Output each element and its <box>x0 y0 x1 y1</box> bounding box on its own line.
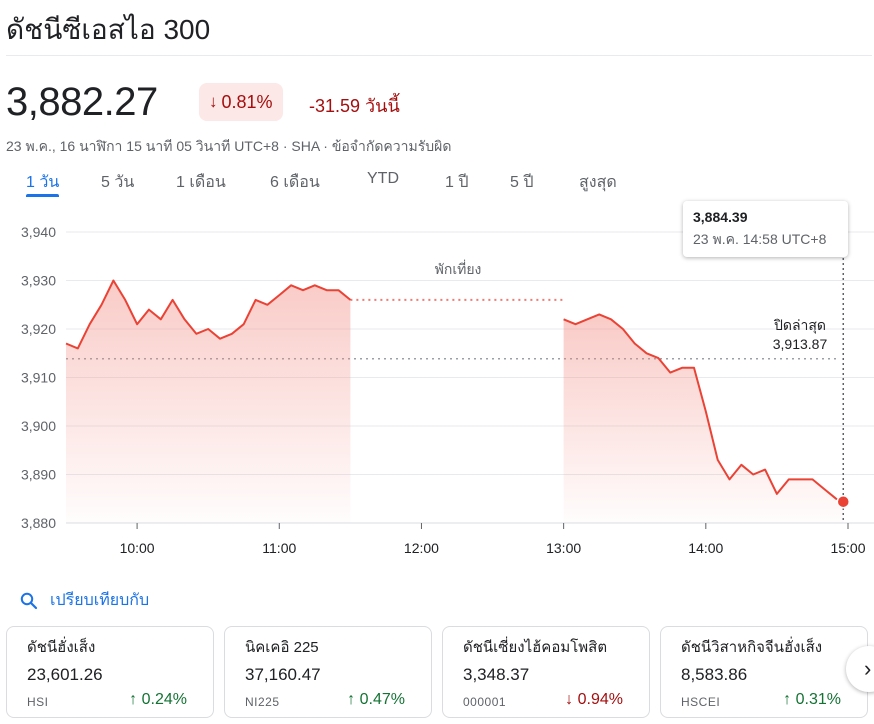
change-percent: 0.81% <box>221 91 273 112</box>
index-card[interactable]: ดัชนีวิสาหกิจจีนฮั่งเส็ง 8,583.86 HSCEI … <box>660 626 868 718</box>
x-tick-label: 12:00 <box>404 540 439 556</box>
index-card[interactable]: ดัชนีฮั่งเส็ง 23,601.26 HSI ↑ 0.24% <box>6 626 214 718</box>
y-axis-labels: 3,940 3,930 3,920 3,910 3,900 3,890 3,880 <box>21 224 56 531</box>
afternoon-area <box>563 314 844 523</box>
index-value: 3,348.37 <box>463 665 530 684</box>
index-ticker: 000001 <box>463 695 507 709</box>
index-value: 23,601.26 <box>27 665 103 684</box>
y-tick-label: 3,920 <box>21 321 56 337</box>
arrow-down-icon: ↓ <box>209 92 218 111</box>
page-title: ดัชนีซีเอสไอ 300 <box>6 14 211 45</box>
arrow-up-icon: ↑ <box>347 691 356 708</box>
index-change: ↓ 0.94% <box>565 691 623 709</box>
y-tick-label: 3,930 <box>21 273 56 289</box>
afternoon-line <box>563 313 844 503</box>
tooltip-value: 3,884.39 <box>693 209 748 225</box>
y-tick-label: 3,910 <box>21 370 56 386</box>
index-change-value: 0.24% <box>141 691 187 708</box>
prev-close-value: 3,913.87 <box>773 336 828 352</box>
index-change: ↑ 0.31% <box>783 691 841 709</box>
tab-5y[interactable]: 5 ปี <box>510 174 534 191</box>
tab-1y[interactable]: 1 ปี <box>445 174 469 191</box>
tab-6m[interactable]: 6 เดือน <box>270 174 320 191</box>
title-divider <box>6 55 872 56</box>
index-change: ↑ 0.24% <box>129 691 187 709</box>
index-card[interactable]: ดัชนีเซี่ยงไฮ้คอมโพสิต 3,348.37 000001 ↓… <box>442 626 650 718</box>
price-chart[interactable]: 3,940 3,930 3,920 3,910 3,900 3,890 3,880 10:0… <box>0 200 874 570</box>
tab-1d[interactable]: 1 วัน <box>26 174 60 191</box>
prev-close-label: ปิดล่าสุด <box>773 317 826 334</box>
index-card[interactable]: นิคเคอิ 225 37,160.47 NI225 ↑ 0.47% <box>224 626 432 718</box>
chevron-right-icon: › <box>864 656 872 681</box>
y-tick-label: 3,880 <box>21 515 56 531</box>
chart-series <box>65 258 851 523</box>
tab-1m[interactable]: 1 เดือน <box>176 174 226 191</box>
morning-area <box>66 280 351 523</box>
index-ticker: HSI <box>27 695 49 709</box>
tab-ytd[interactable]: YTD <box>367 170 399 187</box>
index-ticker: NI225 <box>245 695 280 709</box>
index-change-value: 0.47% <box>359 691 405 708</box>
index-value: 37,160.47 <box>245 665 321 684</box>
hover-point <box>836 494 851 509</box>
index-change: ↑ 0.47% <box>347 691 405 709</box>
index-name: นิคเคอิ 225 <box>245 639 319 656</box>
arrow-up-icon: ↑ <box>129 691 138 708</box>
x-tick-label: 13:00 <box>546 540 581 556</box>
y-tick-label: 3,900 <box>21 418 56 434</box>
arrow-up-icon: ↑ <box>783 691 792 708</box>
current-price: 3,882.27 <box>6 80 158 124</box>
change-absolute: -31.59 วันนี้ <box>309 96 400 116</box>
compare-label: เปรียบเทียบกับ <box>50 592 150 609</box>
index-change-value: 0.94% <box>577 691 623 708</box>
compare-button[interactable]: เปรียบเทียบกับ <box>20 588 149 613</box>
index-change-value: 0.31% <box>795 691 841 708</box>
index-name: ดัชนีวิสาหกิจจีนฮั่งเส็ง <box>681 639 823 656</box>
tab-5d[interactable]: 5 วัน <box>101 174 135 191</box>
index-name: ดัชนีฮั่งเส็ง <box>27 639 96 656</box>
lunch-break-label: พักเที่ยง <box>435 260 482 277</box>
y-tick-label: 3,940 <box>21 224 56 240</box>
x-tick-label: 15:00 <box>830 540 865 556</box>
x-tick-label: 10:00 <box>120 540 155 556</box>
x-tick-label: 14:00 <box>688 540 723 556</box>
change-percent-badge: ↓ 0.81% <box>199 83 283 121</box>
index-ticker: HSCEI <box>681 695 721 709</box>
search-icon <box>20 592 38 609</box>
arrow-down-icon: ↓ <box>565 691 574 708</box>
x-tick-label: 11:00 <box>262 540 296 556</box>
quote-meta: 23 พ.ค., 16 นาฬิกา 15 นาที 05 วินาที UTC… <box>6 138 452 154</box>
chart-tooltip: 3,884.39 23 พ.ค. 14:58 UTC+8 <box>683 201 848 257</box>
tooltip-time: 23 พ.ค. 14:58 UTC+8 <box>693 231 827 247</box>
index-name: ดัชนีเซี่ยงไฮ้คอมโพสิต <box>463 639 608 656</box>
active-tab-indicator <box>26 194 59 197</box>
x-axis-labels: 10:00 11:00 12:00 13:00 14:00 15:00 <box>120 523 866 556</box>
morning-line <box>65 279 352 350</box>
tab-max[interactable]: สูงสุด <box>579 174 617 191</box>
y-tick-label: 3,890 <box>21 467 56 483</box>
index-value: 8,583.86 <box>681 665 748 684</box>
